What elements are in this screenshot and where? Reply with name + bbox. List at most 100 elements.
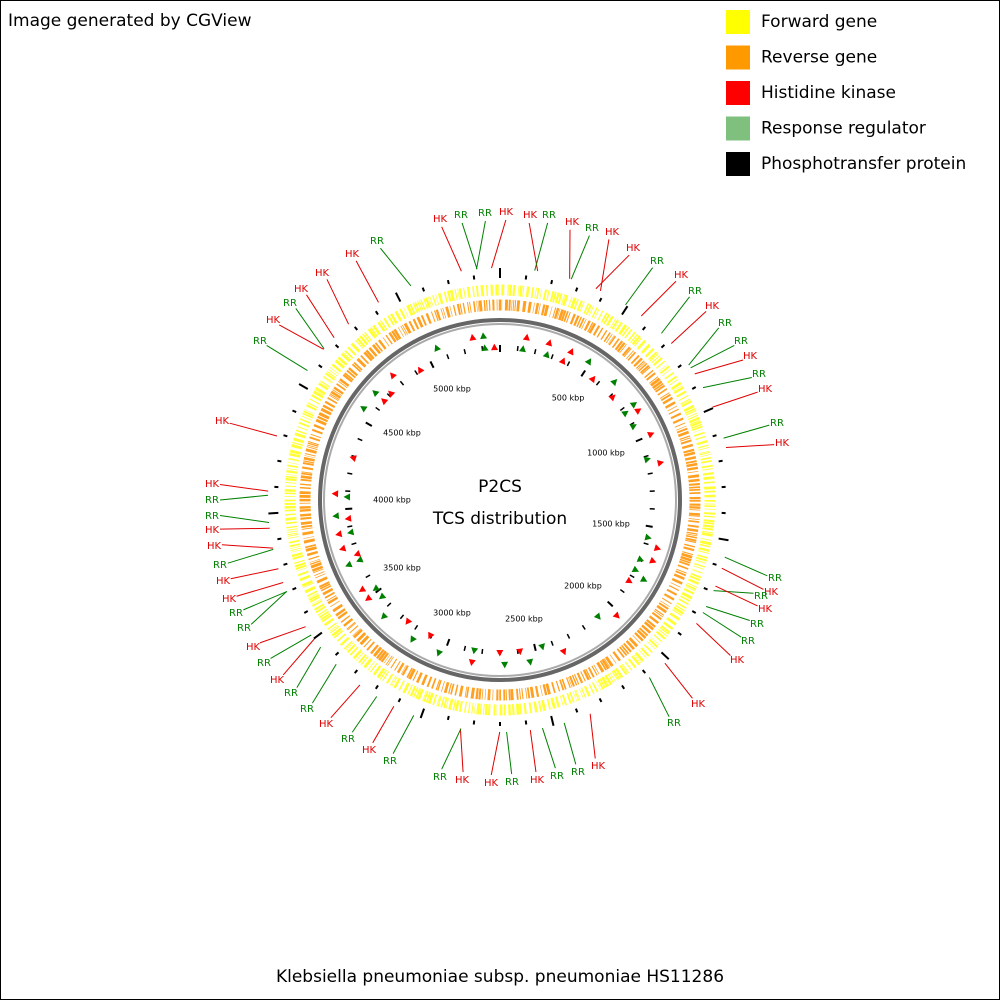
ruler-tick bbox=[463, 349, 467, 355]
feature-connector bbox=[219, 527, 270, 530]
feature-connector bbox=[705, 605, 750, 621]
feature-marker bbox=[358, 585, 367, 593]
feature-connector bbox=[392, 715, 415, 754]
ruler-label: 4000 kbp bbox=[373, 496, 411, 505]
outer-tick bbox=[550, 279, 554, 285]
ruler-tick bbox=[463, 645, 467, 651]
feature-label: RR bbox=[752, 369, 766, 380]
feature-marker bbox=[612, 611, 620, 619]
feature-connector bbox=[219, 494, 269, 501]
ruler-tick bbox=[481, 648, 484, 655]
feature-connector bbox=[723, 424, 770, 439]
feature-marker bbox=[649, 556, 657, 564]
feature-label: HK bbox=[205, 479, 220, 490]
feature-connector bbox=[715, 585, 758, 607]
outer-tick bbox=[660, 344, 666, 349]
feature-connector bbox=[219, 483, 269, 492]
ruler-tick bbox=[375, 406, 381, 412]
feature-connector bbox=[664, 662, 693, 699]
feature-label: HK bbox=[216, 576, 231, 587]
feature-marker bbox=[496, 650, 504, 657]
feature-label: RR bbox=[478, 208, 492, 219]
feature-marker bbox=[526, 658, 534, 666]
feature-marker bbox=[636, 555, 645, 562]
outer-tick bbox=[718, 459, 723, 463]
feature-label: HK bbox=[730, 655, 745, 666]
feature-label: RR bbox=[571, 767, 585, 778]
feature-label: RR bbox=[257, 658, 271, 669]
feature-label: HK bbox=[605, 227, 620, 238]
feature-marker bbox=[643, 456, 651, 464]
ruler-tick bbox=[606, 600, 614, 608]
feature-label: RR bbox=[253, 336, 267, 347]
feature-label: RR bbox=[650, 256, 664, 267]
ruler-tick bbox=[645, 524, 653, 528]
outer-tick bbox=[374, 310, 379, 316]
feature-marker bbox=[378, 592, 387, 600]
feature-connector bbox=[306, 294, 335, 339]
feature-connector bbox=[529, 729, 537, 773]
feature-connector bbox=[259, 626, 306, 644]
feature-marker bbox=[480, 332, 488, 340]
feature-connector bbox=[459, 728, 464, 773]
ruler-label: 3000 kbp bbox=[433, 609, 471, 618]
feature-marker bbox=[634, 408, 642, 415]
feature-connector bbox=[570, 235, 590, 280]
outer-tick bbox=[268, 511, 279, 515]
outer-tick bbox=[718, 537, 729, 542]
feature-label: HK bbox=[205, 525, 220, 536]
feature-label: HK bbox=[764, 587, 779, 598]
ruler-tick bbox=[347, 472, 353, 475]
feature-label: HK bbox=[222, 594, 237, 605]
feature-label: RR bbox=[750, 619, 764, 630]
legend-swatch bbox=[726, 45, 750, 70]
feature-marker bbox=[428, 631, 435, 640]
feature-connector bbox=[330, 684, 361, 719]
feature-label: HK bbox=[270, 675, 285, 686]
feature-label: HK bbox=[294, 284, 309, 295]
feature-connector bbox=[230, 568, 279, 580]
feature-label: HK bbox=[565, 217, 580, 228]
feature-marker bbox=[610, 378, 618, 387]
ruler-tick bbox=[550, 640, 554, 646]
feature-marker bbox=[468, 659, 476, 667]
outer-tick bbox=[283, 434, 288, 438]
feature-marker bbox=[501, 661, 509, 669]
feature-connector bbox=[219, 515, 270, 523]
feature-label: RR bbox=[585, 223, 599, 234]
feature-label: HK bbox=[215, 416, 230, 427]
ruler-label: 500 kbp bbox=[552, 394, 585, 403]
feature-label: HK bbox=[246, 642, 261, 653]
feature-connector bbox=[243, 591, 288, 611]
feature-label: HK bbox=[705, 301, 720, 312]
feature-connector bbox=[441, 728, 462, 770]
feature-connector bbox=[724, 556, 768, 577]
feature-label: HK bbox=[499, 207, 514, 218]
reverse-genes bbox=[299, 299, 701, 701]
feature-connector bbox=[625, 267, 654, 306]
ruler-tick bbox=[533, 349, 537, 355]
feature-label: RR bbox=[768, 573, 782, 584]
outer-tick bbox=[283, 562, 288, 566]
feature-connector bbox=[372, 706, 395, 744]
outer-tick bbox=[677, 364, 682, 369]
center-title: P2CS bbox=[478, 477, 522, 497]
feature-label: HK bbox=[743, 351, 758, 362]
feature-connector bbox=[648, 677, 670, 717]
feature-marker bbox=[434, 344, 441, 352]
feature-label: RR bbox=[550, 771, 564, 782]
feature-marker bbox=[353, 550, 362, 557]
feature-marker bbox=[345, 560, 353, 568]
feature-marker bbox=[332, 512, 340, 520]
feature-marker bbox=[343, 493, 351, 501]
feature-marker bbox=[629, 401, 638, 409]
feature-label: HK bbox=[207, 541, 222, 552]
feature-marker bbox=[545, 339, 552, 347]
outer-tick bbox=[446, 279, 450, 285]
feature-marker bbox=[491, 343, 499, 351]
ruler-tick bbox=[399, 614, 405, 620]
feature-label: RR bbox=[667, 718, 681, 729]
feature-marker bbox=[629, 424, 637, 431]
feature-label: RR bbox=[237, 623, 251, 634]
ruler-tick bbox=[386, 602, 392, 607]
